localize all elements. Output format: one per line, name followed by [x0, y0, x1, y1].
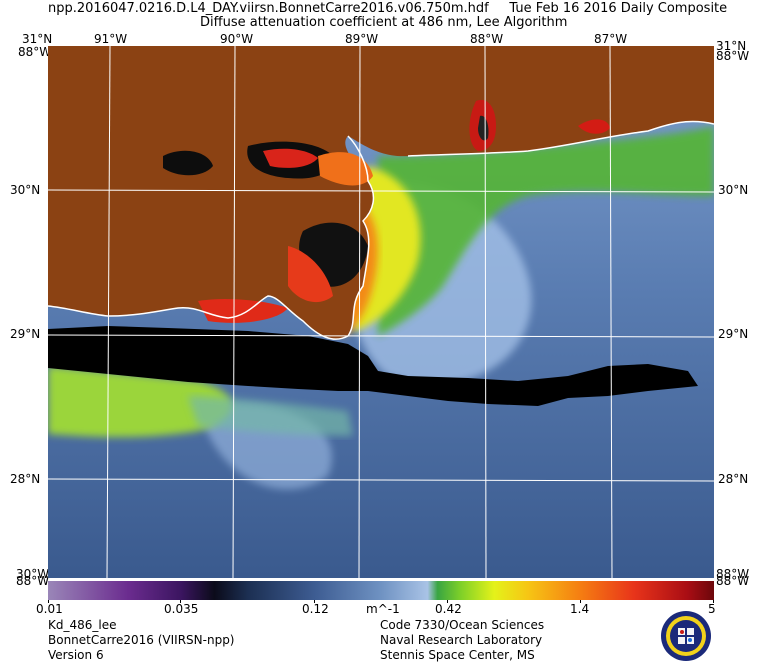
colorbar-unit: m^-1	[366, 602, 400, 616]
lon-label-top-90w: 90°W	[220, 32, 254, 46]
colorbar	[48, 581, 714, 600]
colorbar-tick	[180, 600, 181, 603]
cloud-mask-band	[48, 326, 698, 406]
west-shelf-aqua	[188, 396, 353, 436]
footer-code: Code 7330/Ocean Sciences	[380, 618, 545, 632]
corner-label-bottom-right-b: 88°W	[716, 574, 750, 588]
west-shelf-green	[48, 366, 232, 438]
lon-label-top-88w: 88°W	[470, 32, 504, 46]
title-line-2: Diffuse attenuation coefficient at 486 n…	[200, 15, 568, 30]
colorbar-tick	[580, 600, 581, 603]
colorbar-label-5: 1.4	[570, 602, 590, 616]
footer-product: Kd_486_lee	[48, 618, 117, 632]
coastal-green-band	[378, 126, 714, 336]
meridian-89w	[358, 46, 361, 578]
parallel-30n	[48, 189, 714, 193]
colorbar-label-0: 0.01	[36, 602, 63, 616]
meridian-88w	[484, 46, 487, 578]
nrl-seal-icon	[661, 611, 711, 661]
lake-maurepas	[163, 150, 213, 176]
colorbar-tick	[48, 600, 49, 603]
colorbar-label-4: 0.42	[435, 602, 462, 616]
lat-label-right-30n: 30°N	[718, 183, 749, 197]
lake-red-fill	[263, 148, 318, 168]
lon-label-top-left-corner: 31°N	[22, 32, 53, 46]
lat-label-left-30n: 30°N	[10, 183, 41, 197]
colorbar-label-2: 0.12	[302, 602, 329, 616]
meridian-90w	[232, 46, 236, 578]
borgne-orange	[318, 152, 373, 186]
corner-label-top-left: 88°W	[18, 45, 52, 59]
meridian-87w	[609, 46, 613, 578]
colorbar-label-1: 0.035	[164, 602, 199, 616]
colorbar-tick	[713, 600, 714, 603]
colorbar-tick	[314, 600, 315, 603]
mobile-bay-dark	[478, 115, 489, 141]
lat-label-left-29n: 29°N	[10, 327, 41, 341]
satellite-map	[48, 46, 714, 578]
corner-label-top-right: 88°W	[716, 49, 750, 63]
perdido-red	[578, 119, 610, 134]
lat-label-top-right-corner: 31°N	[716, 39, 747, 53]
coastline	[48, 120, 714, 340]
corner-label-bottom-left-a: 30°W	[16, 567, 50, 581]
land	[48, 46, 714, 340]
lat-label-left-28n: 28°N	[10, 472, 41, 486]
lon-label-top-89w: 89°W	[345, 32, 379, 46]
lon-label-top-87w: 87°W	[594, 32, 628, 46]
title-line-1: npp.2016047.0216.D.L4_DAY.viirsn.BonnetC…	[48, 1, 728, 16]
parallel-28n	[48, 478, 714, 482]
parallel-29n	[48, 334, 714, 338]
lon-label-top-91w: 91°W	[94, 32, 128, 46]
footer-location: Stennis Space Center, MS	[380, 648, 535, 662]
footer-version: Version 6	[48, 648, 104, 662]
map-image	[48, 46, 714, 578]
footer-lab: Naval Research Laboratory	[380, 633, 543, 647]
delta-red	[288, 246, 333, 303]
lat-label-right-29n: 29°N	[718, 327, 749, 341]
footer-dataset: BonnetCarre2016 (VIIRSN-npp)	[48, 633, 235, 647]
meridian-91w	[106, 46, 111, 578]
lat-label-right-28n: 28°N	[718, 472, 749, 486]
colorbar-label-6: 5	[708, 602, 716, 616]
colorbar-tick	[447, 600, 448, 603]
corner-label-bottom-right-a: 88°W	[716, 567, 750, 581]
graticule	[48, 46, 714, 578]
corner-label-bottom-left-b: 88°W	[16, 574, 50, 588]
